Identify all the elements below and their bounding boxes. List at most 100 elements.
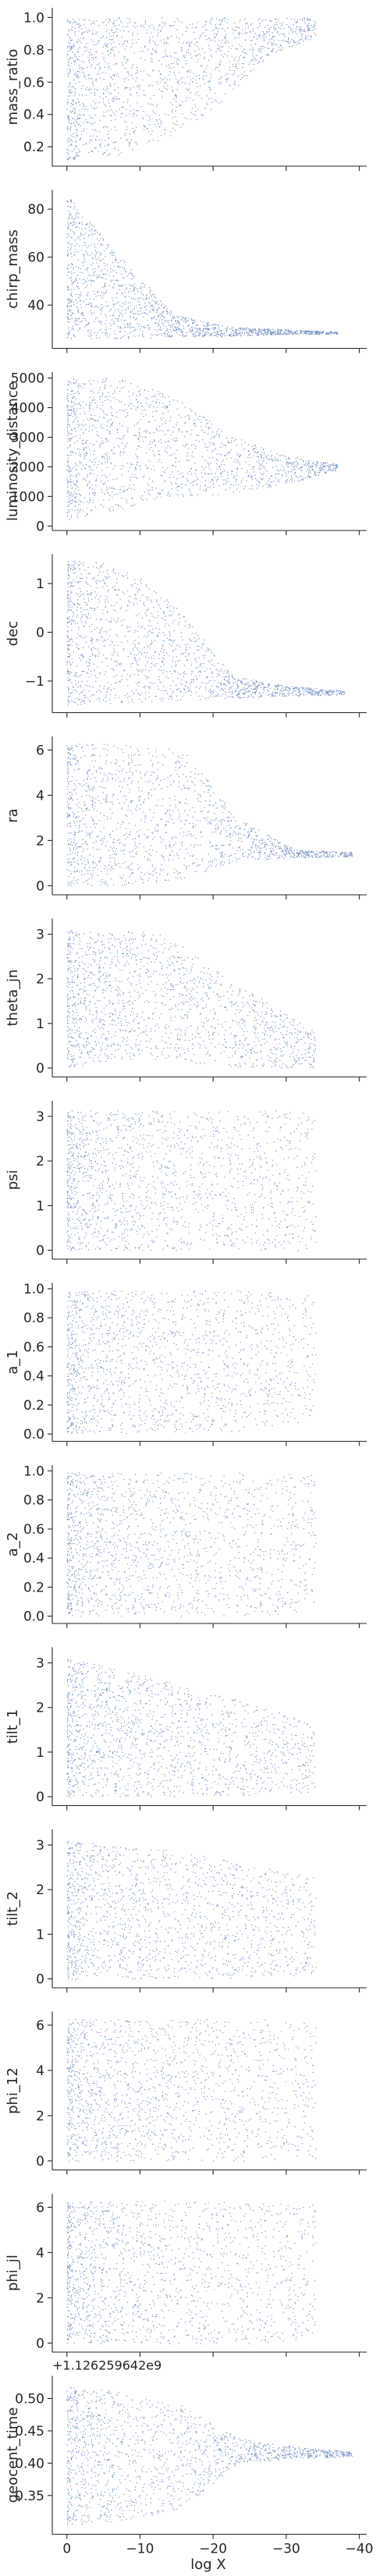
scatter-points (66, 930, 316, 1069)
scatter-points (66, 743, 353, 887)
y-tick-label: 4 (36, 788, 44, 804)
scatter-markers (66, 1472, 317, 1617)
y-axis-label: tilt_2 (5, 1891, 21, 1926)
scatter-markers (66, 1110, 317, 1251)
y-tick-label: 1 (36, 1198, 44, 1214)
y-tick-label: 0.2 (23, 1398, 44, 1414)
scatter-points (66, 2201, 317, 2344)
y-axis-label: dec (5, 621, 21, 646)
y-tick-label: 2 (36, 972, 44, 988)
x-tick-label: −30 (272, 2542, 300, 2557)
y-axis-label: phi_jl (5, 2255, 21, 2291)
y-axis-label: ra (5, 808, 21, 822)
y-tick-label: 0.0 (23, 1609, 44, 1625)
scatter-points (66, 560, 346, 706)
y-tick-label: 60 (27, 250, 44, 266)
y-axis-label: chirp_mass (5, 229, 21, 308)
y-tick-label: 3 (36, 1838, 44, 1854)
y-tick-label: 2 (36, 1154, 44, 1169)
y-axis-label: a_1 (5, 1350, 21, 1374)
y-axis-label: geocent_time (5, 2407, 21, 2503)
y-tick-label: 3000 (11, 430, 44, 445)
panel-tilt-1: 0 1 2 3 tilt_1 (5, 1647, 367, 1811)
y-tick-label: 1 (36, 1745, 44, 1761)
y-tick-label: 0 (36, 625, 44, 640)
y-tick-label: 6 (36, 743, 44, 758)
scatter-points (66, 199, 339, 339)
y-tick-label: 0.4 (23, 108, 44, 123)
y-tick-label: 0.6 (23, 1522, 44, 1538)
panel-theta-jn: 0 1 2 3 theta_jn (5, 918, 367, 1082)
y-axis-label: a_2 (5, 1532, 21, 1556)
y-tick-label: 2 (36, 833, 44, 849)
y-tick-label: 5000 (11, 371, 44, 387)
y-tick-label: 0.6 (23, 1339, 44, 1355)
y-tick-label: 6 (36, 2018, 44, 2034)
panel-chirp-mass: 40 60 80 chirp_mass (5, 190, 367, 353)
x-tick-label: −20 (199, 2542, 227, 2557)
y-tick-label: 2 (36, 1882, 44, 1898)
y-tick-label: 0.6 (23, 75, 44, 90)
y-tick-label: 1.0 (23, 1282, 44, 1297)
panel-a-1: 0.0 0.2 0.4 0.6 0.8 1.0 a_1 (5, 1282, 367, 1446)
y-tick-label: 0 (36, 519, 44, 534)
y-tick-label: 2 (36, 1701, 44, 1716)
scatter-points (66, 1110, 317, 1251)
panel-psi: 0 1 2 3 psi (5, 1101, 367, 1264)
y-axis-label: psi (5, 1170, 21, 1190)
y-tick-label: 4 (36, 2245, 44, 2261)
x-tick-label: 0 (62, 2542, 71, 2557)
scatter-points (66, 2019, 317, 2163)
y-tick-label: 0.4 (23, 1369, 44, 1385)
panel-phi-jl: 0 2 4 6 phi_jl (5, 2194, 367, 2357)
y-tick-label: 0.40 (15, 2456, 44, 2471)
y-tick-label: 1.0 (23, 10, 44, 26)
y-tick-label: 0.2 (23, 140, 44, 155)
y-tick-label: 0 (36, 1790, 44, 1805)
scatter-markers (66, 199, 339, 339)
scatter-markers (66, 2201, 317, 2344)
y-tick-label: 0.4 (23, 1551, 44, 1567)
scatter-markers (66, 1290, 317, 1435)
panel-dec: −1 0 1 dec (5, 554, 367, 718)
scatter-markers (66, 560, 346, 706)
y-tick-label: −1 (25, 674, 44, 690)
y-tick-label: 0.0 (23, 1427, 44, 1442)
shared-x-axis: 0 −10 −20 −30 −40 (62, 2542, 373, 2557)
scatter-panels: 0.20.40.60.81.0mass_ratio406080chirp_mas… (5, 8, 367, 2539)
y-tick-label: 2000 (11, 459, 44, 475)
y-tick-label: 0.35 (15, 2489, 44, 2504)
y-tick-label: 0 (36, 2154, 44, 2170)
y-tick-label: 40 (27, 298, 44, 314)
y-offset-label: +1.126259642e9 (52, 2358, 161, 2373)
y-tick-label: 0 (36, 1061, 44, 1077)
y-tick-label: 0.8 (23, 1493, 44, 1509)
y-tick-label: 0.50 (15, 2392, 44, 2407)
panel-phi-12: 0 2 4 6 phi_12 (5, 2011, 367, 2175)
y-tick-label: 3 (36, 1656, 44, 1672)
y-tick-label: 3 (36, 928, 44, 943)
panel-mass-ratio: 0.2 0.4 0.6 0.8 1.0 mass_ratio (5, 8, 367, 171)
scatter-points (66, 1472, 317, 1617)
y-tick-label: 3 (36, 1109, 44, 1125)
scatter-points (66, 1290, 317, 1435)
scatter-points (66, 1840, 317, 1980)
panel-tilt-2: 0 1 2 3 tilt_2 (5, 1829, 367, 1992)
y-tick-label: 1 (36, 1017, 44, 1032)
scatter-markers (66, 17, 317, 161)
y-tick-label: 0.45 (15, 2424, 44, 2439)
y-axis-label: mass_ratio (5, 49, 21, 126)
y-axis-label: theta_jn (5, 969, 21, 1026)
scatter-points (66, 1659, 316, 1798)
scatter-points (66, 378, 339, 520)
x-tick-label: −10 (126, 2542, 154, 2557)
scatter-markers (66, 2019, 317, 2163)
y-axis-label: luminosity_distance (5, 381, 21, 521)
y-axis-label: phi_12 (5, 2067, 21, 2114)
y-tick-label: 1 (36, 577, 44, 592)
panel-a-2: 0.0 0.2 0.4 0.6 0.8 1.0 a_2 (5, 1464, 367, 1628)
scatter-markers (66, 1840, 317, 1980)
y-tick-label: 6 (36, 2200, 44, 2216)
